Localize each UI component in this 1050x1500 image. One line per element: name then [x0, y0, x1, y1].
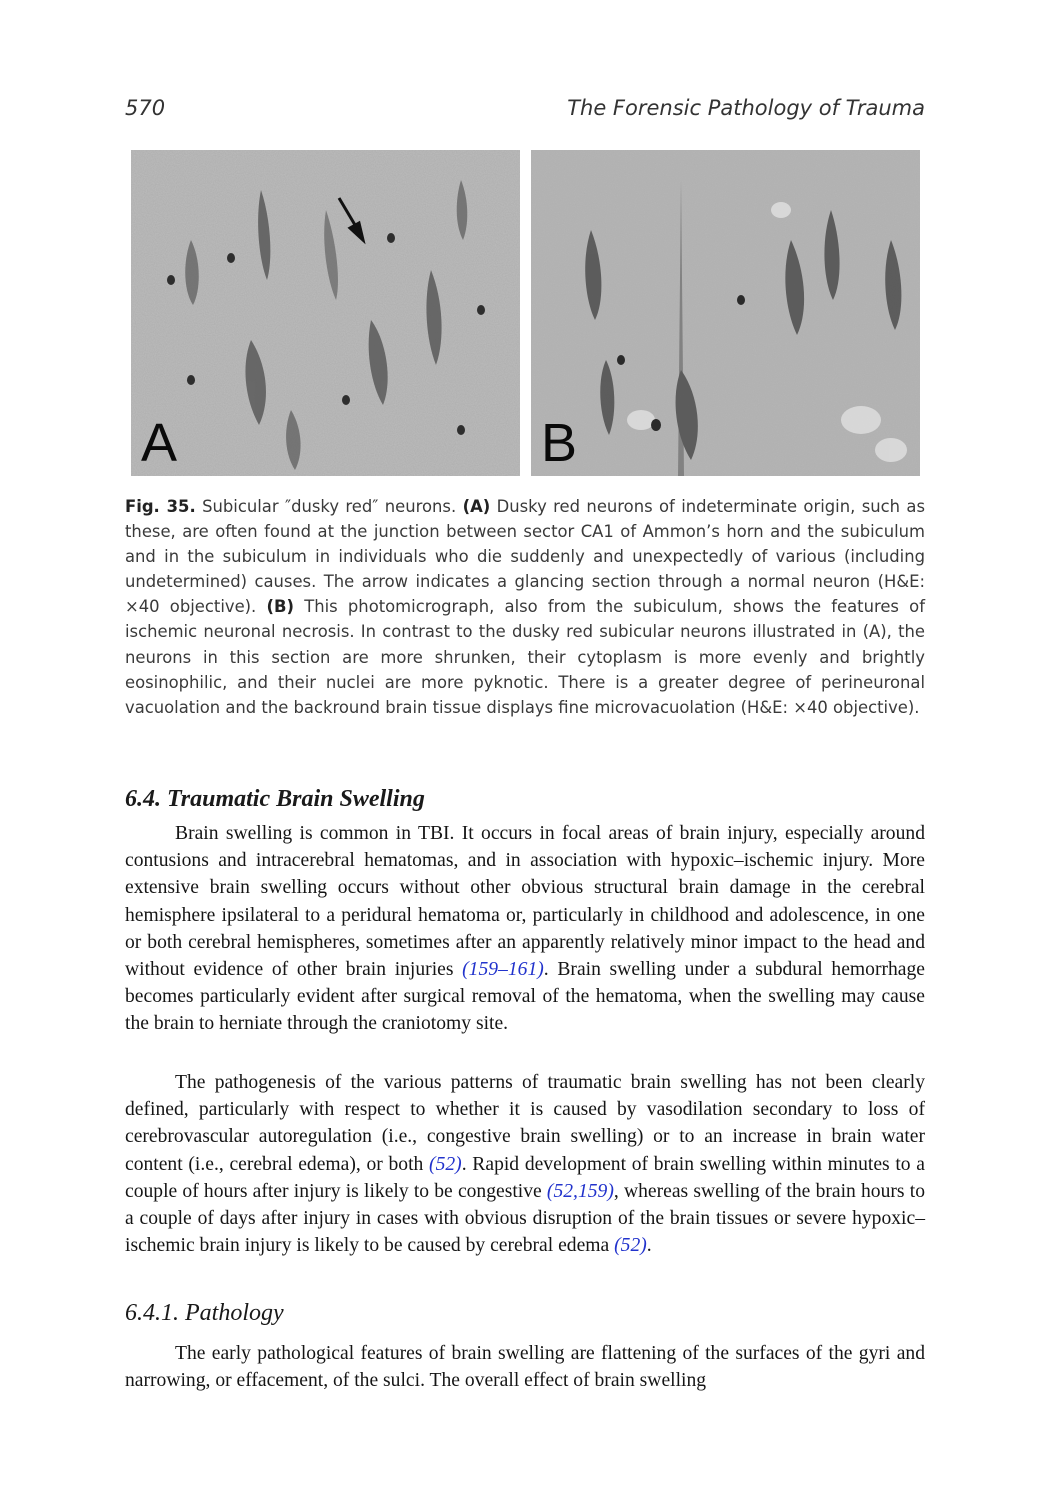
running-title: The Forensic Pathology of Trauma [567, 96, 925, 120]
caption-a-text: Dusky red neurons of indeterminate origi… [125, 497, 925, 617]
photomicrograph-panel-b: B [531, 150, 920, 476]
figure-35-images: A [131, 150, 920, 476]
caption-title: Subicular ″dusky red″ neurons. [195, 497, 463, 516]
photomicrograph-panel-a: A [131, 150, 520, 476]
citation-link[interactable]: (52) [429, 1153, 462, 1175]
citation-link[interactable]: (159–161) [462, 959, 544, 981]
figure-label: Fig. 35. [125, 497, 196, 516]
citation-link[interactable]: (52,159) [546, 1180, 614, 1202]
para2-text-2: . Rapid development of brain swelling wi… [125, 1153, 925, 1202]
section-heading: 6.4. Traumatic Brain Swelling [125, 786, 425, 812]
section-paragraph-1: Brain swelling is common in TBI. It occu… [125, 820, 925, 1038]
subsection-paragraph-1: The early pathological features of brain… [125, 1343, 925, 1392]
photomicrograph-b-image [531, 150, 920, 476]
page-header: 570 The Forensic Pathology of Trauma [125, 96, 925, 126]
caption-b-label: (B) [266, 597, 294, 617]
section-paragraph-2: The pathogenesis of the various patterns… [125, 1069, 925, 1259]
panel-b-label: B [541, 413, 578, 473]
figure-caption: Fig. 35. Subicular ″dusky red″ neurons. … [125, 494, 925, 720]
page-number: 570 [125, 96, 166, 120]
caption-b-text: This photomicrograph, also from the subi… [125, 597, 925, 717]
para2-text-4: . [646, 1235, 652, 1257]
panel-a-label: A [141, 413, 178, 473]
photomicrograph-a-image [131, 150, 520, 476]
para1-text-2: . Brain swelling under a subdural hemorr… [125, 959, 925, 1035]
citation-link[interactable]: (52) [614, 1235, 647, 1257]
para2-text-3: , whereas swelling of the brain hours to… [125, 1180, 925, 1257]
caption-a-label: (A) [462, 497, 491, 516]
para1-text-1: Brain swelling is common in TBI. It occu… [125, 823, 925, 981]
para2-text-1: The pathogenesis of the various patterns… [125, 1072, 925, 1175]
subsection-heading: 6.4.1. Pathology [125, 1300, 284, 1326]
